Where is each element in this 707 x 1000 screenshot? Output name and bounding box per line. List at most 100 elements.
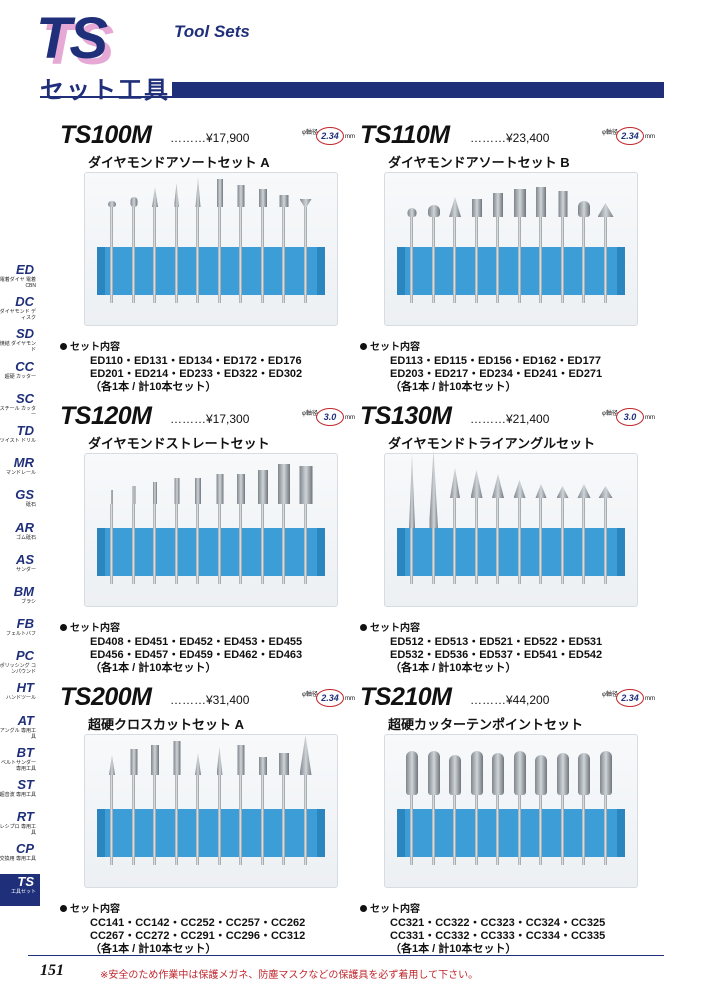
diameter-label: φ軸径 <box>302 411 318 417</box>
sidebar-item-bt[interactable]: BT ベルトサンダー 専用工具 <box>0 745 40 777</box>
sidebar-item-ht[interactable]: HT ハンドツール <box>0 680 40 712</box>
sidebar-code: HT <box>16 680 34 696</box>
sidebar-item-cc[interactable]: CC 超硬 カッター <box>0 359 40 391</box>
diameter-unit: mm <box>345 415 355 421</box>
product-card-ts130m: TS130M ………¥21,400 φ軸径 3.0 mm ダイヤモンドトライアングルセット… <box>360 402 660 685</box>
sidebar-item-gs[interactable]: GS 砥石 <box>0 487 40 519</box>
product-price: ………¥21,400 <box>470 412 550 426</box>
sidebar-sub: マンドレール <box>5 470 36 477</box>
sidebar-code: AS <box>15 551 34 567</box>
sidebar-item-cp[interactable]: CP 交換用 専用工具 <box>0 841 40 873</box>
product-card-ts100m: TS100M ………¥17,900 φ軸径 2.34 mm ダイヤモンドアソートセット A… <box>60 121 360 404</box>
sidebar-code: SC <box>15 390 34 406</box>
contents-line: ED201・ED214・ED233・ED322・ED302 <box>90 368 303 380</box>
contents-line: ED456・ED457・ED459・ED462・ED463 <box>90 649 303 661</box>
sidebar-item-mr[interactable]: MR マンドレール <box>0 455 40 487</box>
product-photo-case <box>84 172 338 326</box>
contents-line: ED203・ED217・ED234・ED241・ED271 <box>390 368 603 380</box>
sidebar-sub: レシプロ 専用工具 <box>0 824 36 837</box>
header-title-en: Tool Sets <box>174 22 250 41</box>
sidebar-item-as[interactable]: AS サンダー <box>0 552 40 584</box>
contents-label-text: セット内容 <box>70 904 120 915</box>
sidebar-sub: ポリッシング コンパウンド <box>0 663 36 676</box>
product-code: TS120M <box>60 402 152 430</box>
sidebar-item-at[interactable]: AT アングル 専用工具 <box>0 713 40 745</box>
sidebar-code: SD <box>15 326 34 342</box>
contents-line: （各1本 / 計10本セット） <box>90 662 217 674</box>
sidebar-item-fb[interactable]: FB フェルトバフ <box>0 616 40 648</box>
diameter-unit: mm <box>645 134 655 140</box>
product-header: TS210M ………¥44,200 φ軸径 2.34 mm <box>360 683 660 711</box>
sidebar-code: BT <box>16 744 34 760</box>
product-name: ダイヤモンドストレートセット <box>88 436 270 451</box>
sidebar-sub: 超硬 カッター <box>4 373 36 380</box>
sidebar-item-bm[interactable]: BM ブラシ <box>0 584 40 616</box>
footer-rule <box>28 955 664 956</box>
sidebar-sub: スチール カッター <box>0 405 36 418</box>
product-header: TS130M ………¥21,400 φ軸径 3.0 mm <box>360 402 660 430</box>
sidebar-sub: 砥石 <box>25 502 36 509</box>
product-photo-case <box>384 734 638 888</box>
sidebar-item-ar[interactable]: AR ゴム砥石 <box>0 520 40 552</box>
sidebar-item-dc[interactable]: DC ダイヤモンド ディスク <box>0 294 40 326</box>
contents-line: CC321・CC322・CC323・CC324・CC325 <box>390 917 606 929</box>
sidebar-code: MR <box>13 455 34 471</box>
contents-label: セット内容 <box>360 619 420 634</box>
product-price: ………¥17,300 <box>170 412 250 426</box>
sidebar-item-pc[interactable]: PC ポリッシング コンパウンド <box>0 648 40 680</box>
sidebar-sub: 超音波 専用工具 <box>0 792 36 798</box>
sidebar-item-td[interactable]: TD ツイスト ドリル <box>0 423 40 455</box>
shaft-diameter-badge: φ軸径 2.34 mm <box>302 688 355 710</box>
diameter-value: 3.0 <box>616 408 644 426</box>
product-name: 超硬カッターテンポイントセット <box>388 717 584 732</box>
sidebar-code: ST <box>17 777 34 792</box>
diameter-label: φ軸径 <box>602 130 618 136</box>
tool-tray <box>397 247 625 295</box>
sidebar-item-sc[interactable]: SC スチール カッター <box>0 391 40 423</box>
header-rule <box>40 96 664 98</box>
bullet-icon <box>60 905 67 912</box>
sidebar-code: GS <box>15 487 34 503</box>
contents-line: CC267・CC272・CC291・CC296・CC312 <box>90 930 306 942</box>
contents-line: CC141・CC142・CC252・CC257・CC262 <box>90 917 306 929</box>
bullet-icon <box>360 343 367 350</box>
sidebar-item-rt[interactable]: RT レシプロ 専用工具 <box>0 809 40 841</box>
contents-line: （各1本 / 計10本セット） <box>90 381 217 393</box>
sidebar-code: TS <box>17 873 34 889</box>
product-photo-case <box>84 734 338 888</box>
product-name: ダイヤモンドトライアングルセット <box>388 436 596 451</box>
product-price: ………¥23,400 <box>470 131 550 145</box>
contents-label: セット内容 <box>60 338 120 353</box>
product-price: ………¥44,200 <box>470 693 550 707</box>
contents-line: ED408・ED451・ED452・ED453・ED455 <box>90 636 303 648</box>
sidebar-item-ts[interactable]: TS 工具セット <box>0 873 40 906</box>
sidebar-code: AR <box>15 519 34 535</box>
sidebar-sub: ベルトサンダー 専用工具 <box>0 759 36 772</box>
sidebar-sub: 工具セット <box>10 888 36 895</box>
contents-line: ED110・ED131・ED134・ED172・ED176 <box>90 355 302 367</box>
category-sidebar: ED 電着ダイヤ 電着CBN DC ダイヤモンド ディスク SD 焼結 ダイヤモンド CC 超… <box>0 262 40 906</box>
sidebar-item-sd[interactable]: SD 焼結 ダイヤモンド <box>0 326 40 358</box>
contents-label-text: セット内容 <box>370 623 420 634</box>
tool-tray <box>397 528 625 576</box>
product-photo-case <box>384 450 638 607</box>
sidebar-code: RT <box>16 809 34 825</box>
sidebar-item-ed[interactable]: ED 電着ダイヤ 電着CBN <box>0 262 40 294</box>
diameter-unit: mm <box>345 696 355 702</box>
diameter-label: φ軸径 <box>602 411 618 417</box>
bullet-icon <box>360 624 367 631</box>
product-code: TS130M <box>360 402 452 430</box>
diameter-unit: mm <box>645 696 655 702</box>
diameter-label: φ軸径 <box>302 130 318 136</box>
diameter-value: 2.34 <box>616 689 644 707</box>
contents-label-text: セット内容 <box>70 623 120 634</box>
contents-label: セット内容 <box>360 338 420 353</box>
sidebar-item-st[interactable]: ST 超音波 専用工具 <box>0 777 40 809</box>
diameter-value: 2.34 <box>316 127 344 145</box>
tool-tray <box>97 528 325 576</box>
contents-line: CC331・CC332・CC333・CC334・CC335 <box>390 930 606 942</box>
sidebar-sub: 交換用 専用工具 <box>0 856 36 863</box>
sidebar-sub: フェルトバフ <box>5 631 36 638</box>
sidebar-sub: ゴム砥石 <box>15 534 36 541</box>
product-name: ダイヤモンドアソートセット A <box>88 155 270 170</box>
